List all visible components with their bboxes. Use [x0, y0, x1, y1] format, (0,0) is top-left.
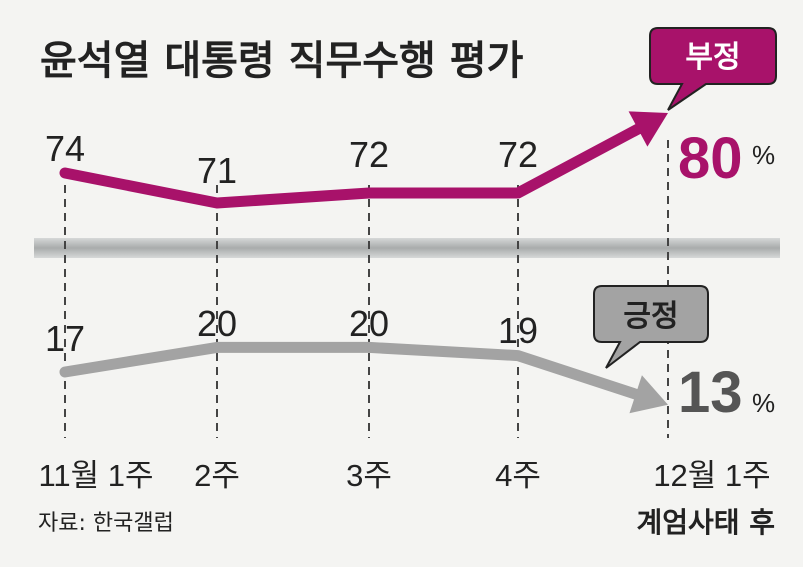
positive-bubble: 긍정	[593, 285, 709, 369]
positive-final-value: 13	[678, 360, 743, 425]
negative-value-label: 72	[498, 134, 538, 175]
x-tick-label: 3주	[346, 458, 392, 493]
negative-bubble: 부정	[649, 27, 777, 111]
x-tick-label: 12월 1주	[653, 458, 770, 493]
negative-final-value: 80	[678, 126, 743, 191]
negative-value-label: 71	[197, 150, 237, 191]
positive-line	[59, 341, 642, 400]
last-category-note: 계엄사태 후	[636, 506, 775, 539]
x-tick-label: 11월 1주	[38, 458, 153, 493]
positive-arrowhead	[629, 375, 668, 414]
series-lines	[59, 111, 668, 414]
x-tick-label: 2주	[194, 458, 240, 493]
negative-arrowhead	[628, 111, 668, 147]
negative-final-unit: %	[752, 140, 775, 170]
negative-value-label: 74	[45, 128, 85, 169]
negative-bubble-label: 부정	[685, 40, 740, 75]
source-note: 자료: 한국갤럽	[38, 511, 174, 536]
positive-bubble-label: 긍정	[623, 299, 678, 334]
section-divider	[34, 238, 780, 258]
x-axis-ticks: 11월 1주 2주 3주 4주 12월 1주	[38, 458, 770, 493]
x-tick-label: 4주	[495, 458, 541, 493]
positive-value-label: 17	[45, 318, 85, 359]
positive-value-label: 20	[349, 303, 389, 344]
guide-lines	[64, 140, 669, 438]
chart-title: 윤석열 대통령 직무수행 평가	[40, 38, 524, 84]
positive-value-label: 20	[197, 303, 237, 344]
positive-value-label: 19	[498, 310, 538, 351]
negative-value-label: 72	[349, 134, 389, 175]
value-labels: 74 17 71 20 72 20 72 19	[45, 128, 538, 359]
negative-line	[59, 123, 644, 209]
positive-final-unit: %	[752, 388, 775, 418]
